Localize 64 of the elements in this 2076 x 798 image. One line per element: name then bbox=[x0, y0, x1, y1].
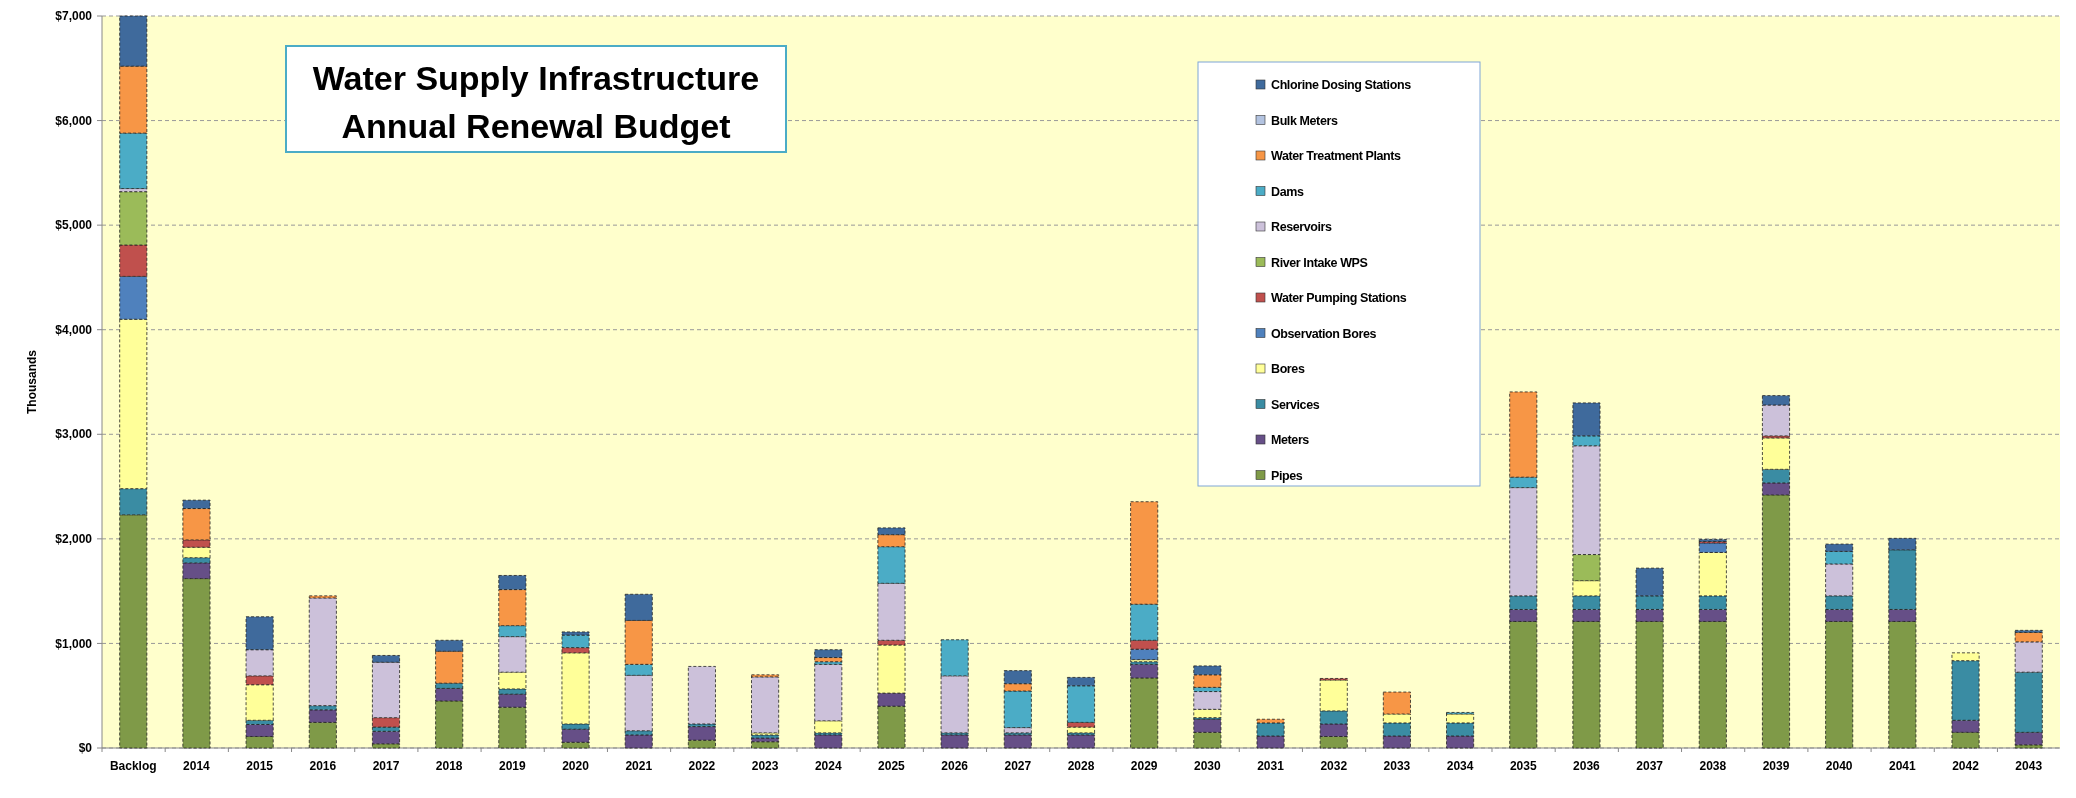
legend-label: Chlorine Dosing Stations bbox=[1271, 78, 1412, 93]
bar bbox=[814, 649, 843, 658]
x-tick-label: 2032 bbox=[1320, 759, 1348, 773]
bar bbox=[308, 597, 337, 707]
x-tick-label: 2039 bbox=[1762, 759, 1790, 773]
y-tick-label: $7,000 bbox=[55, 9, 93, 24]
text: Water Supply Infrastructure Annual Renewal Budget bbox=[312, 59, 760, 145]
legend-label: Services bbox=[1271, 397, 1320, 412]
y-tick-label: $6,000 bbox=[55, 113, 93, 128]
bar bbox=[687, 666, 716, 725]
legend-label: Dams bbox=[1271, 184, 1304, 199]
x-tick-label: 2018 bbox=[435, 759, 463, 773]
x-tick-label: 2020 bbox=[562, 759, 590, 773]
y-tick-label: $5,000 bbox=[55, 218, 93, 233]
legend-label: Bores bbox=[1271, 362, 1305, 377]
x-tick-label: 2027 bbox=[1004, 759, 1032, 773]
x-tick-label: 2042 bbox=[1952, 759, 1980, 773]
bar bbox=[940, 734, 969, 749]
bar bbox=[372, 730, 400, 745]
x-tick-label: 2015 bbox=[246, 759, 274, 773]
y-tick-label: $1,000 bbox=[55, 636, 93, 651]
x-tick-label: 2033 bbox=[1383, 759, 1411, 773]
y-tick-label: $2,000 bbox=[55, 532, 93, 547]
x-tick-label: 2014 bbox=[183, 759, 211, 773]
bar bbox=[1067, 734, 1095, 749]
bar bbox=[751, 676, 780, 734]
x-tick-label: 2022 bbox=[688, 759, 716, 773]
x-tick-label: 2038 bbox=[1699, 759, 1727, 773]
x-tick-label: 2017 bbox=[372, 759, 400, 773]
x-tick-label: 2034 bbox=[1446, 759, 1474, 773]
x-tick-label: 2021 bbox=[625, 759, 653, 773]
legend-label: Meters bbox=[1271, 433, 1310, 448]
x-tick-label: 2030 bbox=[1194, 759, 1222, 773]
x-tick-label: Backlog bbox=[109, 759, 157, 773]
y-axis-title: Thousands bbox=[25, 349, 39, 415]
x-tick-label: 2019 bbox=[499, 759, 527, 773]
x-tick-label: 2040 bbox=[1825, 759, 1853, 773]
x-tick-label: 2037 bbox=[1636, 759, 1664, 773]
legend-label: River Intake WPS bbox=[1271, 255, 1368, 270]
bar bbox=[814, 734, 843, 749]
x-tick-label: 2028 bbox=[1067, 759, 1095, 773]
x-tick-label: 2043 bbox=[2015, 759, 2043, 773]
x-tick-label: 2029 bbox=[1130, 759, 1158, 773]
legend-label: Reservoirs bbox=[1271, 220, 1333, 235]
legend-label: Water Treatment Plants bbox=[1271, 149, 1402, 164]
x-tick-label: 2024 bbox=[814, 759, 842, 773]
legend-label: Observation Bores bbox=[1271, 326, 1377, 341]
x-tick-label: 2025 bbox=[878, 759, 906, 773]
bar bbox=[561, 634, 590, 649]
y-tick-label: $0 bbox=[78, 741, 93, 756]
y-tick-label: $3,000 bbox=[55, 427, 93, 442]
legend-label: Pipes bbox=[1271, 468, 1303, 483]
x-tick-label: 2023 bbox=[751, 759, 779, 773]
x-tick-label: 2041 bbox=[1889, 759, 1917, 773]
x-tick-label: 2035 bbox=[1509, 759, 1537, 773]
y-tick-label: $4,000 bbox=[55, 322, 93, 337]
legend-label: Water Pumping Stations bbox=[1271, 291, 1407, 306]
legend-label: Bulk Meters bbox=[1271, 113, 1338, 128]
x-tick-label: 2031 bbox=[1257, 759, 1285, 773]
x-tick-label: 2036 bbox=[1573, 759, 1601, 773]
x-tick-label: 2016 bbox=[309, 759, 337, 773]
bar bbox=[751, 741, 780, 749]
x-tick-label: 2026 bbox=[941, 759, 969, 773]
bar bbox=[624, 734, 653, 749]
